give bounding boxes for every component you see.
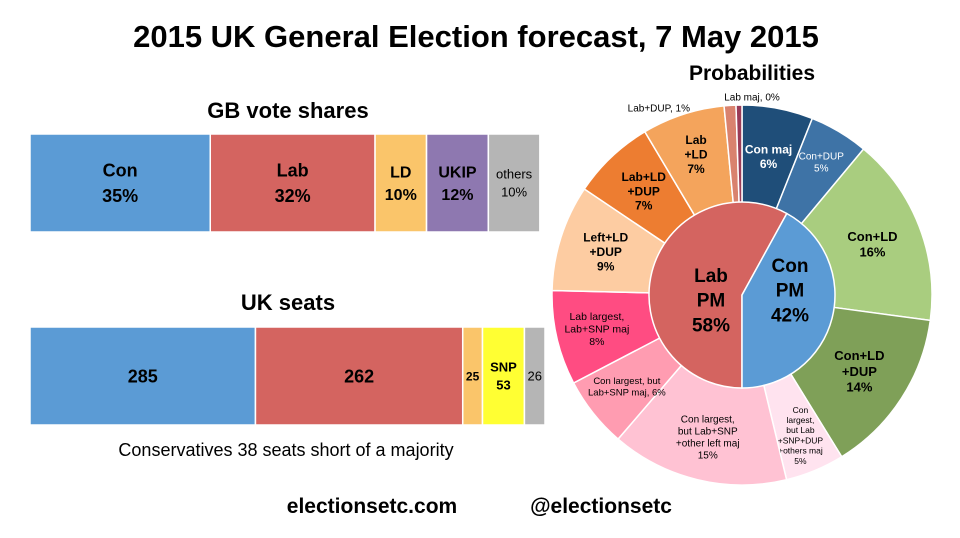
seats-value-1: 262 <box>344 366 374 386</box>
donut-outer-label-lab-ld: Lab +LD 7% <box>685 133 708 176</box>
vote-name-ukip: UKIP <box>438 164 477 181</box>
seats-value-0: 285 <box>128 366 158 386</box>
seats-bar: 285 262 25 SNP 53 26 <box>29 326 546 426</box>
vote-name-ld: LD <box>390 164 411 181</box>
donut-outer-label-con-largest-but-lab-snp-other-left-maj: Con largest, but Lab+SNP +other left maj 15… <box>676 414 740 461</box>
vote-segment-lab <box>209 133 376 233</box>
seats-title: UK seats <box>241 290 335 315</box>
main-title: 2015 UK General Election forecast, 7 May… <box>133 19 819 54</box>
vote-segment-ld <box>374 133 428 233</box>
donut-outer-label-con-ld: Con+LD 16% <box>847 229 897 260</box>
seats-note: Conservatives 38 seats short of a majori… <box>118 440 453 460</box>
probabilities-title: Probabilities <box>689 62 815 85</box>
vote-name-others: others <box>496 166 533 181</box>
vote-shares-title: GB vote shares <box>207 98 368 123</box>
vote-value-con: 35% <box>102 186 138 206</box>
vote-segment-con <box>29 133 211 233</box>
vote-value-lab: 32% <box>275 186 311 206</box>
vote-value-ld: 10% <box>385 187 417 204</box>
donut-inner-slice-lab-pm <box>648 201 788 389</box>
donut-inner-slice-con-pm <box>741 212 836 389</box>
donut-outer-label-con-largest-but-lab-snp-dup-others-maj: Con largest, but Lab +SNP+DUP +others maj 5% <box>778 405 824 466</box>
footer-website: electionsetc.com <box>287 495 457 518</box>
donut-outer-label-lab-maj: Lab maj, 0% <box>724 93 780 104</box>
seats-name-snp: SNP <box>490 359 517 374</box>
vote-shares-bar: Con 35% Lab 32% LD 10% UKIP 12% others 10% <box>29 133 541 233</box>
donut-outer-label-lab-largest-lab-snp-maj: Lab largest, Lab+SNP maj 8% <box>564 311 629 348</box>
seats-segment-0 <box>29 326 257 426</box>
vote-name-lab: Lab <box>277 161 309 181</box>
donut-inner-label-con-pm: Con PM 42% <box>771 256 809 326</box>
donut-outer-label-con-ld-dup: Con+LD +DUP 14% <box>834 348 884 394</box>
donut-inner-label-lab-pm: Lab PM 58% <box>692 266 730 336</box>
vote-segment-others <box>487 133 541 233</box>
seats-segment-4 <box>523 326 546 426</box>
donut-outer-label-con-maj: Con maj 6% <box>745 143 792 171</box>
seats-value-4: 26 <box>527 369 541 384</box>
donut-outer-label-con-largest-but-lab-snp-maj: Con largest, but Lab+SNP maj, 6% <box>588 376 666 398</box>
seats-value-snp: 53 <box>496 378 510 393</box>
vote-value-ukip: 12% <box>441 187 473 204</box>
seats-value-2: 25 <box>466 369 480 383</box>
seats-segment-1 <box>254 326 464 426</box>
footer-twitter: @electionsetc <box>530 495 672 518</box>
donut-outer-label-left-ld-dup: Left+LD +DUP 9% <box>583 230 628 273</box>
donut-outer-label-lab-ld-dup: Lab+LD +DUP 7% <box>622 170 667 213</box>
probabilities-donut: Con maj 6% Con+DUP 5% Con+LD 16% Con+LD +DUP 14%… <box>551 93 933 486</box>
donut-outer-label-con-dup: Con+DUP 5% <box>799 151 845 174</box>
vote-value-others: 10% <box>501 185 527 200</box>
vote-name-con: Con <box>103 161 138 181</box>
seats-segment-snp <box>481 326 526 426</box>
donut-outer-label-lab-dup: Lab+DUP, 1% <box>628 104 690 115</box>
vote-segment-ukip <box>425 133 490 233</box>
